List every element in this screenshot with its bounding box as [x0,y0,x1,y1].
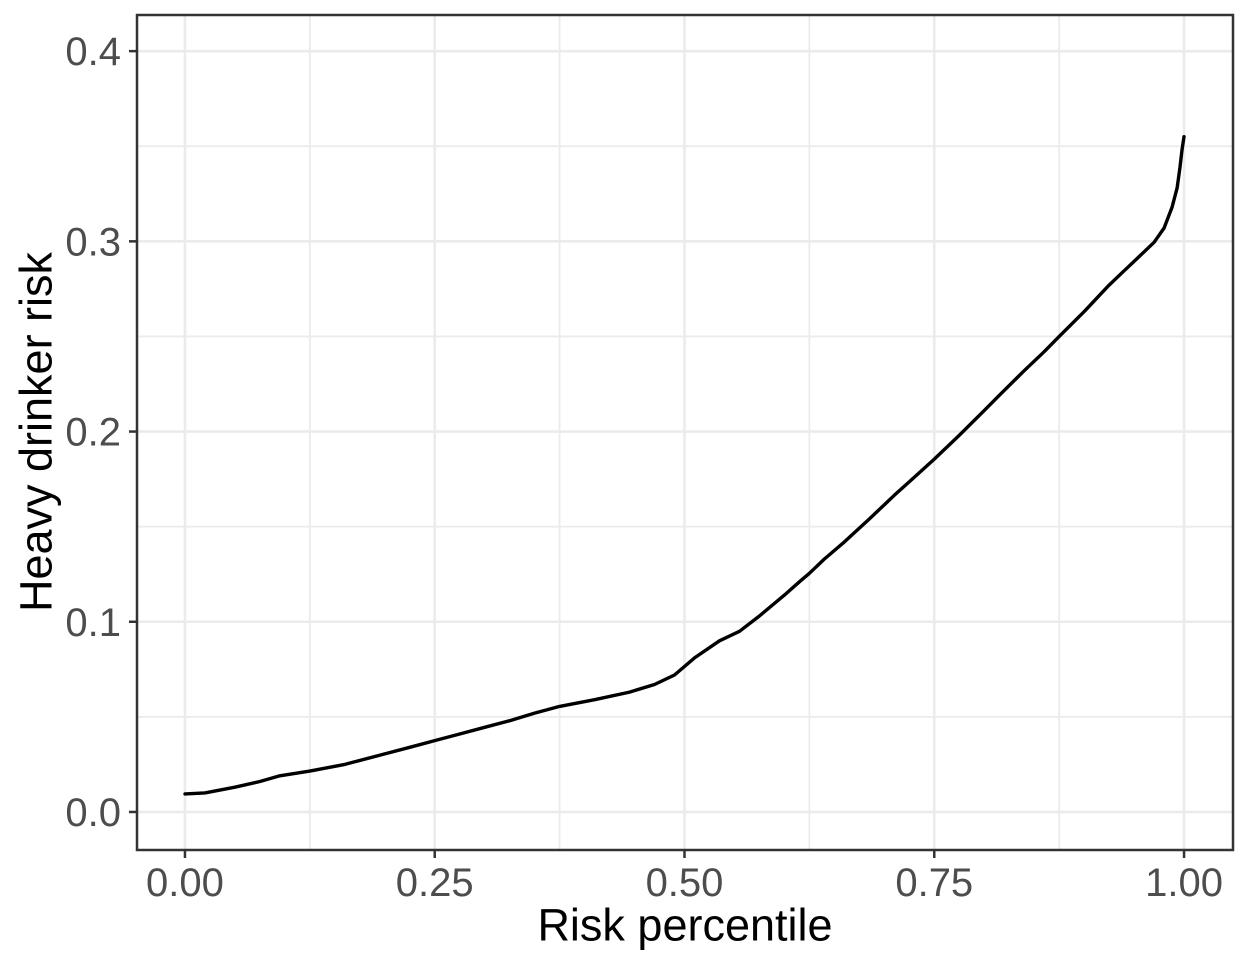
x-axis-title: Risk percentile [537,899,833,951]
x-tick-label: 0.50 [646,861,724,905]
y-tick-label: 0.3 [65,220,121,264]
y-tick-label: 0.0 [65,791,121,835]
y-tick-label: 0.2 [65,411,121,455]
risk-curve-line [183,135,1186,796]
x-tick-label: 0.75 [895,861,973,905]
y-tick-label: 0.1 [65,601,121,645]
x-tick-label: 0.25 [396,861,474,905]
x-tick-label: 0.00 [146,861,224,905]
x-tick-label: 1.00 [1145,861,1223,905]
y-axis-title: Heavy drinker risk [10,251,62,613]
y-tick-label: 0.4 [65,30,121,74]
